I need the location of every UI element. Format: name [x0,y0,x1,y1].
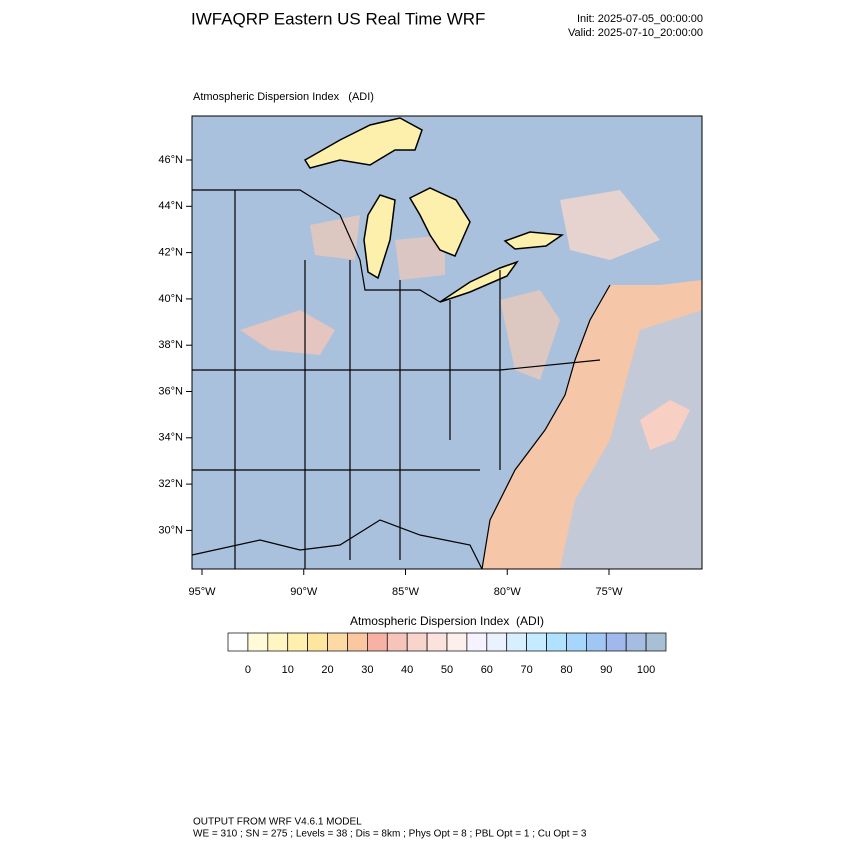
colorbar-box [625,632,647,652]
lat-label: 32°N [158,478,183,490]
colorbar-box [566,632,587,652]
colorbar-box [426,632,448,652]
colorbar-box [605,632,627,652]
colorbar-box [307,632,328,652]
map [191,115,703,570]
lat-label: 38°N [158,339,183,351]
colorbar-box [386,632,408,652]
colorbar-box [526,632,547,652]
valid-time: Valid: 2025-07-10_20:00:00 [568,27,703,39]
lon-label: 75°W [595,586,623,598]
map-frame [191,115,703,570]
colorbar-tick-label: 20 [321,664,333,676]
patch [640,400,690,450]
colorbar-box [466,632,488,652]
colorbar-box [645,632,667,652]
coast [191,519,483,570]
colorbar-box [287,632,308,652]
colorbar-tick-label: 50 [441,664,453,676]
patch [310,215,360,260]
title: IWFAQRP Eastern US Real Time WRF [191,9,485,28]
lon-label: 80°W [494,586,522,598]
lake-superior [303,117,423,169]
lakes [303,117,565,303]
colorbar-box [586,632,607,652]
colorbar-tick-label: 80 [560,664,572,676]
colorbar-tick-label: 0 [245,664,251,676]
colorbar-box [327,632,348,652]
lake-ontario [503,231,565,250]
map-title: Atmospheric Dispersion Index (ADI) [193,91,374,103]
lat-label: 46°N [158,154,183,166]
init-time: Init: 2025-07-05_00:00:00 [577,13,703,25]
colorbar-tick-label: 60 [481,664,493,676]
border [234,190,501,569]
colorbar-box [546,632,567,652]
colorbar-box [227,632,249,652]
footer-line: WE = 310 ; SN = 275 ; Levels = 38 ; Dis … [193,829,587,840]
lon-label: 85°W [392,586,420,598]
colorbar-tick-label: 40 [401,664,413,676]
lat-label: 34°N [158,432,183,444]
colorbar-tick-label: 100 [637,664,655,676]
colorbar-box [506,632,527,652]
lat-label: 36°N [158,385,183,397]
colorbar-box [247,632,269,652]
patch [500,290,560,380]
colorbar-tick-label: 70 [521,664,533,676]
lat-label: 40°N [158,293,183,305]
colorbar-box [486,632,508,652]
colorbar-tick-label: 30 [361,664,373,676]
border [192,189,441,303]
map-axes: 46°N 44°N 42°N 40°N 38°N 36°N 34°N 32°N 30°N 95°W… [158,154,623,598]
colorbar-tick-label: 90 [600,664,612,676]
patch [240,310,335,355]
colorbar-box [406,632,428,652]
lat-label: 30°N [158,524,183,536]
lake-michigan [363,194,396,280]
colorbar-box [367,632,388,652]
patch [560,190,660,260]
borders [191,189,611,570]
lake-erie [439,260,519,303]
lat-label: 44°N [158,200,183,212]
patch [395,235,445,280]
lon-label: 90°W [290,586,318,598]
colorbar-box [446,632,468,652]
colorbar-label: Atmospheric Dispersion Index (ADI) [350,614,544,628]
footer-line: OUTPUT FROM WRF V4.6.1 MODEL [193,817,362,828]
ocean-blue [560,310,702,569]
lat-label: 42°N [158,247,183,259]
lon-label: 95°W [188,586,216,598]
coast [481,284,611,570]
colorbar: 0 10 20 30 40 50 60 70 80 90 100 [227,632,667,676]
colorbar-tick-label: 10 [282,664,294,676]
colorbar-box [347,632,368,652]
colorbar-box [267,632,289,652]
lake-huron [408,187,471,257]
